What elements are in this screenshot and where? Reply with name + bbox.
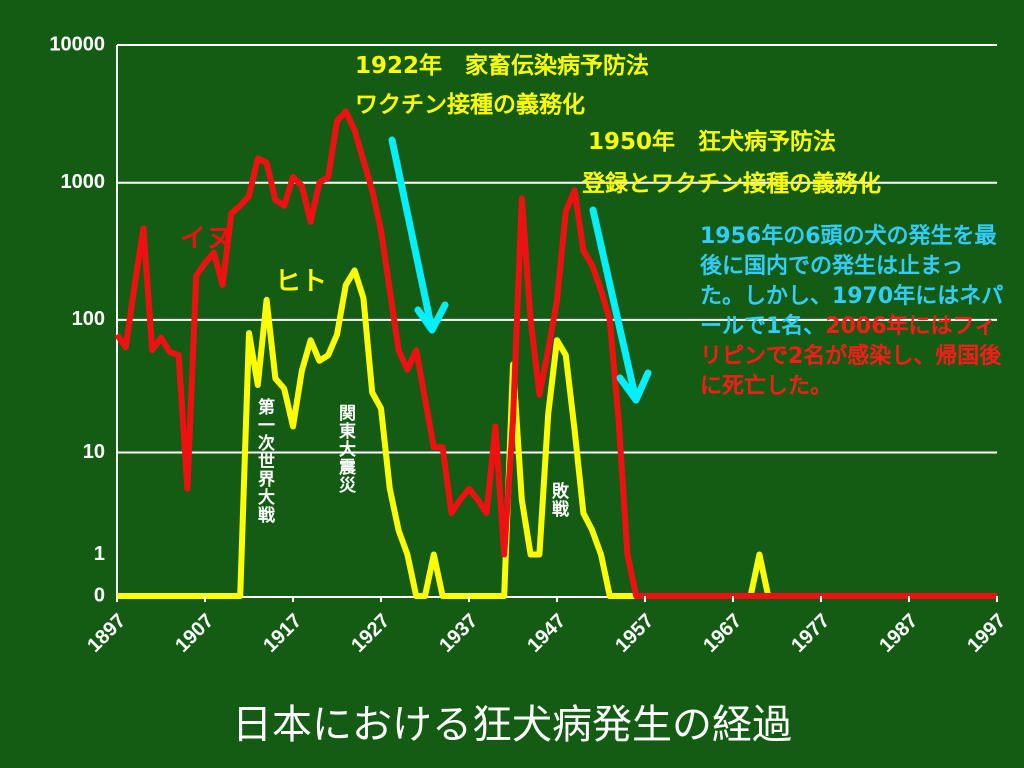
x-tick-label: 1957 (611, 610, 658, 657)
event-label: 関東大震災 (335, 404, 355, 494)
arrow (589, 206, 652, 404)
x-tick-label: 1987 (875, 610, 922, 657)
x-tick-label: 1977 (787, 610, 834, 657)
y-tick-label: 100 (72, 308, 105, 330)
annotation: 1922年 家畜伝染病予防法 (355, 53, 650, 79)
x-tick-label: 1937 (435, 610, 482, 657)
chart-title: 日本における狂犬病発生の経過 (232, 702, 792, 748)
annotation: 1950年 狂犬病予防法 (588, 129, 837, 155)
y-tick-label: 10 (83, 441, 105, 463)
arrow (388, 136, 449, 334)
note-highlight: 2006年にはフィリピンで2名が感染し、帰国後に死亡した。 (700, 314, 1002, 399)
x-tick-label: 1907 (171, 610, 218, 657)
legend-label: イヌ (180, 223, 232, 253)
event-label: 敗戦 (548, 482, 568, 518)
y-tick-label: 0 (94, 584, 105, 606)
y-tick-label: 10000 (49, 33, 105, 55)
x-tick-label: 1997 (963, 610, 1010, 657)
annotation: ワクチン接種の義務化 (355, 92, 585, 118)
x-tick-label: 1967 (699, 610, 746, 657)
event-label: 第一次世界大戦 (254, 398, 274, 524)
x-tick-label: 1897 (83, 610, 130, 657)
note: 1956年の6頭の犬の発生を最後に国内での発生は止まった。しかし、1970年には… (700, 222, 1005, 402)
annotation: 登録とワクチン接種の義務化 (582, 171, 881, 197)
y-tick-label: 1000 (61, 171, 106, 193)
x-tick-label: 1927 (347, 610, 394, 657)
y-tick-label: 1 (94, 543, 105, 565)
note-text: 1956年の6頭の犬の発生を最後に国内での発生は止まった。しかし、1970年には… (700, 224, 1004, 339)
x-tick-label: 1917 (259, 610, 306, 657)
series-line (114, 108, 997, 599)
x-tick-label: 1947 (523, 610, 570, 657)
legend-label: ヒト (275, 266, 327, 296)
